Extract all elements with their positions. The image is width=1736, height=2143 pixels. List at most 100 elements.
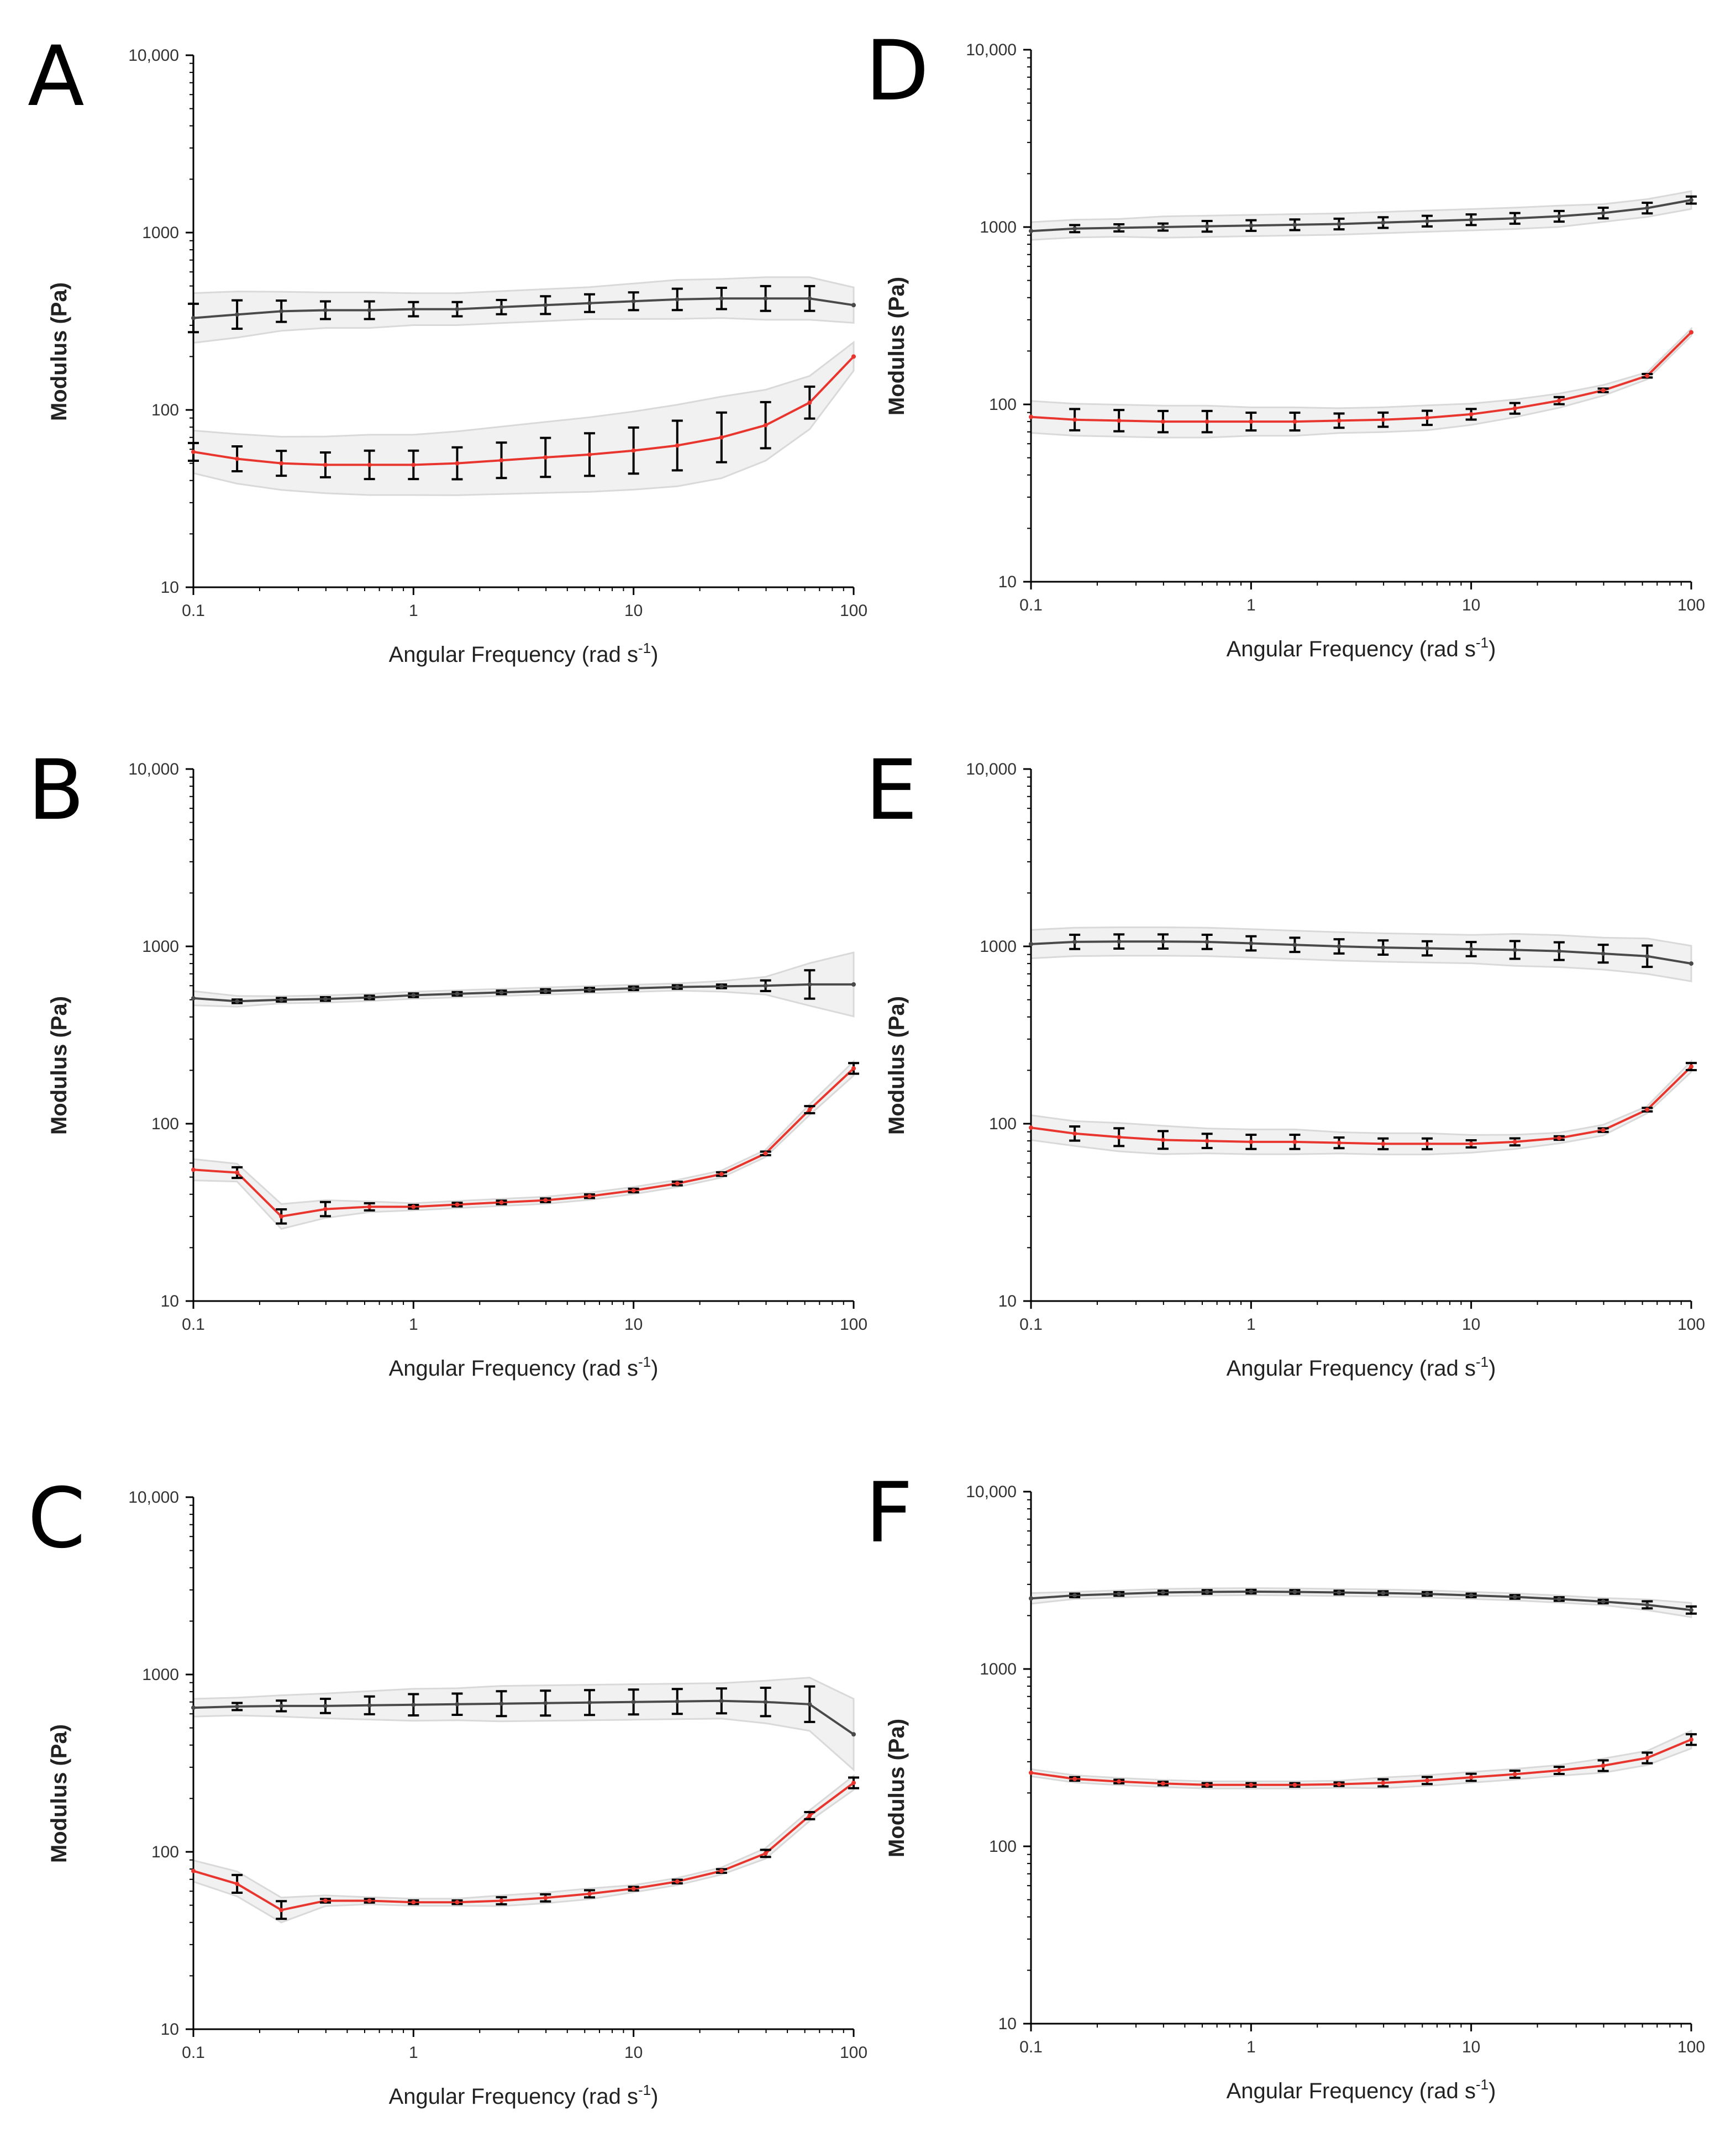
- panel-letter: C: [28, 1471, 86, 1567]
- x-tick-label: 0.1: [182, 1315, 205, 1334]
- x-tick-label: 10: [1462, 2038, 1480, 2056]
- loss-band: [192, 340, 855, 496]
- loss-data-point: [851, 1066, 856, 1071]
- y-tick-label: 1000: [142, 938, 179, 956]
- loss-data-point: [1601, 1763, 1606, 1768]
- x-axis-title-main: Angular Frequency (rad s: [389, 1356, 638, 1381]
- loss-data-point: [1204, 1139, 1209, 1144]
- loss-data-point: [1337, 418, 1342, 423]
- loss-data-point: [1512, 1772, 1517, 1777]
- storage-data-point: [807, 982, 812, 987]
- loss-data-point: [1381, 1141, 1386, 1146]
- y-axis-title: Modulus (Pa): [47, 996, 71, 1135]
- storage-data-point: [367, 1703, 372, 1708]
- loss-data-point: [1689, 1737, 1693, 1742]
- loss-data-point: [367, 1898, 372, 1903]
- loss-data-point: [411, 1204, 416, 1209]
- storage-band: [1030, 190, 1692, 241]
- storage-data-point: [1072, 226, 1077, 231]
- x-axis-title-end: ): [1488, 2079, 1496, 2103]
- storage-data-point: [1072, 939, 1077, 944]
- loss-data-point: [1292, 419, 1297, 424]
- storage-series-line: [193, 297, 854, 319]
- storage-data-point: [1556, 949, 1561, 954]
- storage-data-point: [543, 1700, 548, 1705]
- x-axis-title: Angular Frequency (rad s-1): [1227, 1354, 1496, 1381]
- x-tick-label: 100: [840, 1315, 867, 1334]
- panel-letter: D: [865, 23, 929, 119]
- storage-data-point: [1204, 1589, 1209, 1594]
- loss-series-line: [193, 356, 855, 466]
- storage-series-line: [193, 1699, 855, 1735]
- x-axis-title-sup: -1: [1476, 2076, 1488, 2093]
- loss-data-point: [1381, 417, 1386, 422]
- loss-data-point: [1204, 419, 1209, 424]
- loss-data-point: [719, 1868, 724, 1873]
- loss-data-point: [499, 1200, 504, 1205]
- loss-data-point: [851, 1781, 856, 1786]
- storage-data-point: [719, 984, 724, 989]
- y-tick-label: 1000: [142, 224, 179, 242]
- storage-data-point: [1469, 217, 1474, 222]
- loss-data-point: [323, 462, 328, 467]
- loss-data-point: [1204, 1782, 1209, 1787]
- y-tick-label: 10,000: [128, 1488, 179, 1507]
- loss-data-point: [1601, 1128, 1606, 1133]
- storage-data-point: [1337, 944, 1342, 949]
- storage-data-point: [1689, 198, 1693, 203]
- x-tick-label: 10: [1462, 596, 1480, 614]
- loss-data-point: [1292, 1139, 1297, 1144]
- storage-series-line: [193, 983, 854, 1003]
- loss-data-point: [1029, 1770, 1033, 1775]
- x-tick-label: 100: [1677, 1315, 1705, 1334]
- storage-data-point: [1381, 1591, 1386, 1596]
- storage-data-point: [1469, 1593, 1474, 1598]
- x-tick-label: 10: [624, 2044, 643, 2062]
- loss-data-point: [719, 435, 724, 440]
- storage-data-point: [1029, 229, 1033, 234]
- loss-data-point: [763, 1151, 768, 1156]
- y-axis-title: Modulus (Pa): [885, 1719, 909, 1857]
- storage-data-point: [763, 1699, 768, 1704]
- loss-data-point: [543, 455, 548, 460]
- loss-data-point: [1072, 1131, 1077, 1136]
- storage-data-point: [411, 993, 416, 998]
- storage-data-point: [1601, 1599, 1606, 1604]
- x-axis-title-sup: -1: [638, 1354, 651, 1370]
- panel-e: E 10 100 1000 10,000 0.1 1 10 100 Angular Frequen…: [865, 743, 1705, 1381]
- y-tick-label: 100: [989, 396, 1017, 414]
- loss-data-point: [675, 443, 680, 448]
- loss-data-point: [1160, 1138, 1165, 1142]
- loss-data-point: [719, 1172, 724, 1177]
- storage-data-point: [1601, 210, 1606, 215]
- loss-series-line: [193, 1782, 855, 1912]
- y-tick-label: 1000: [980, 938, 1017, 956]
- x-tick-label: 0.1: [1019, 596, 1043, 614]
- storage-data-point: [323, 1703, 328, 1708]
- storage-data-point: [631, 1699, 636, 1704]
- y-tick-label: 10,000: [128, 46, 179, 65]
- storage-band: [192, 276, 855, 344]
- storage-data-point: [1381, 220, 1386, 225]
- storage-data-point: [587, 987, 592, 992]
- loss-data-point: [763, 423, 768, 428]
- storage-data-point: [675, 1699, 680, 1704]
- storage-data-point: [1117, 225, 1122, 230]
- loss-data-point: [235, 456, 240, 461]
- loss-data-point: [1292, 1782, 1297, 1787]
- y-tick-label: 1000: [980, 218, 1017, 236]
- storage-data-point: [499, 1701, 504, 1706]
- storage-series-line: [1030, 199, 1692, 233]
- storage-data-point: [1029, 941, 1033, 946]
- loss-band: [192, 1059, 855, 1230]
- storage-data-point: [587, 301, 592, 306]
- loss-data-point: [1117, 1135, 1122, 1140]
- storage-data-point: [1425, 219, 1430, 224]
- y-tick-label: 100: [151, 1115, 179, 1133]
- storage-data-point: [499, 304, 504, 309]
- loss-data-point: [631, 448, 636, 453]
- loss-series-line: [1030, 1066, 1692, 1145]
- x-tick-label: 0.1: [182, 2044, 205, 2062]
- y-axis-title: Modulus (Pa): [885, 277, 909, 415]
- storage-data-point: [455, 991, 460, 996]
